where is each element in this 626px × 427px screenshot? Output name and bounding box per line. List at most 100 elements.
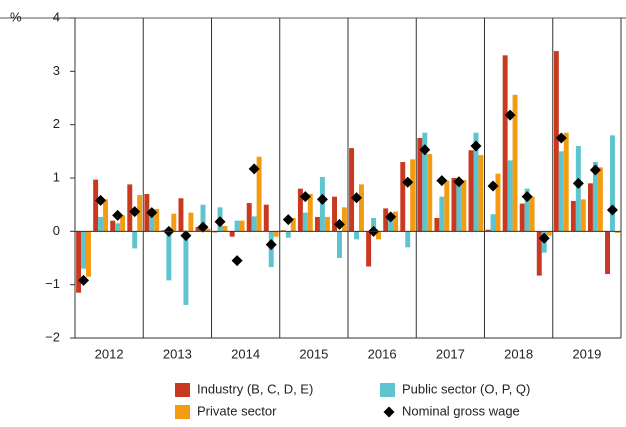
bar (314, 216, 320, 232)
y-tick-label: −1 (45, 276, 60, 291)
legend-marker (383, 406, 395, 418)
bar (120, 215, 126, 232)
legend-label: Private sector (197, 403, 277, 418)
bar (302, 212, 308, 232)
bar (280, 230, 286, 232)
bar (341, 207, 347, 232)
bar (434, 218, 440, 232)
bar (468, 150, 474, 232)
marker (78, 274, 90, 286)
bar (444, 180, 450, 232)
bar (490, 214, 496, 232)
bar (324, 216, 330, 232)
bar (366, 231, 372, 267)
marker (572, 177, 584, 189)
bar (422, 132, 428, 232)
y-tick-label: 2 (53, 116, 60, 131)
bar (166, 231, 172, 281)
marker (248, 163, 260, 175)
bar (178, 198, 184, 232)
bar (110, 220, 116, 232)
bar (473, 132, 479, 232)
bar (410, 159, 416, 232)
x-group-label: 2016 (368, 346, 397, 361)
marker (197, 221, 209, 233)
bar (86, 231, 91, 277)
bar (285, 231, 291, 238)
y-tick-label: 1 (53, 169, 60, 184)
bar (393, 211, 399, 232)
bar (359, 184, 364, 232)
bar (478, 155, 484, 232)
marker (282, 214, 294, 226)
bar (383, 208, 389, 232)
marker (606, 204, 618, 216)
legend-swatch (175, 405, 190, 419)
bar (536, 231, 542, 276)
bar (605, 231, 610, 274)
x-group-label: 2019 (572, 346, 601, 361)
bar (388, 215, 394, 232)
bar (563, 132, 569, 232)
bar (439, 196, 445, 232)
x-group-label: 2017 (436, 346, 465, 361)
legend-label: Industry (B, C, D, E) (197, 381, 313, 396)
x-group-label: 2012 (95, 346, 124, 361)
bar (570, 200, 576, 232)
bar (376, 231, 382, 240)
bar (614, 231, 620, 233)
marker (504, 109, 516, 121)
legend-label: Nominal gross wage (402, 403, 520, 418)
bar (336, 231, 342, 258)
marker (231, 255, 243, 267)
bar (81, 231, 87, 269)
bar (234, 220, 240, 232)
bar (297, 188, 303, 232)
bar (507, 160, 513, 232)
bar (246, 203, 252, 232)
bar (417, 138, 423, 232)
bar (512, 94, 518, 232)
bar (263, 204, 269, 232)
y-tick-label: 0 (53, 223, 60, 238)
bar (405, 231, 411, 248)
bar (580, 199, 586, 232)
bar (307, 194, 313, 232)
bar (456, 184, 462, 232)
bar (461, 180, 467, 232)
marker (146, 207, 158, 219)
marker (453, 176, 465, 188)
bar (400, 162, 406, 232)
unit-label: % (10, 9, 22, 24)
marker (538, 232, 550, 244)
bar (592, 162, 598, 232)
marker (316, 193, 328, 205)
bar (137, 195, 143, 232)
bar (93, 179, 99, 232)
bar (229, 231, 235, 237)
y-tick-label: 4 (53, 9, 60, 24)
legend-label: Public sector (O, P, Q) (402, 381, 530, 396)
marker (180, 230, 192, 242)
x-group-label: 2015 (299, 346, 328, 361)
bar (188, 212, 194, 232)
bar (354, 231, 360, 240)
bar (597, 167, 603, 232)
marker (265, 239, 277, 251)
x-group-label: 2018 (504, 346, 533, 361)
marker (351, 192, 363, 204)
marker (333, 218, 345, 230)
bar (183, 231, 189, 305)
bar (239, 220, 245, 232)
bar (553, 51, 559, 232)
legend-swatch (175, 383, 190, 397)
bar (200, 204, 206, 232)
bar (149, 212, 155, 232)
bar (290, 218, 296, 232)
bar (222, 226, 228, 232)
bar (427, 154, 433, 232)
marker (589, 164, 601, 176)
bar (609, 135, 615, 232)
bar (195, 227, 201, 232)
bar (76, 231, 82, 293)
